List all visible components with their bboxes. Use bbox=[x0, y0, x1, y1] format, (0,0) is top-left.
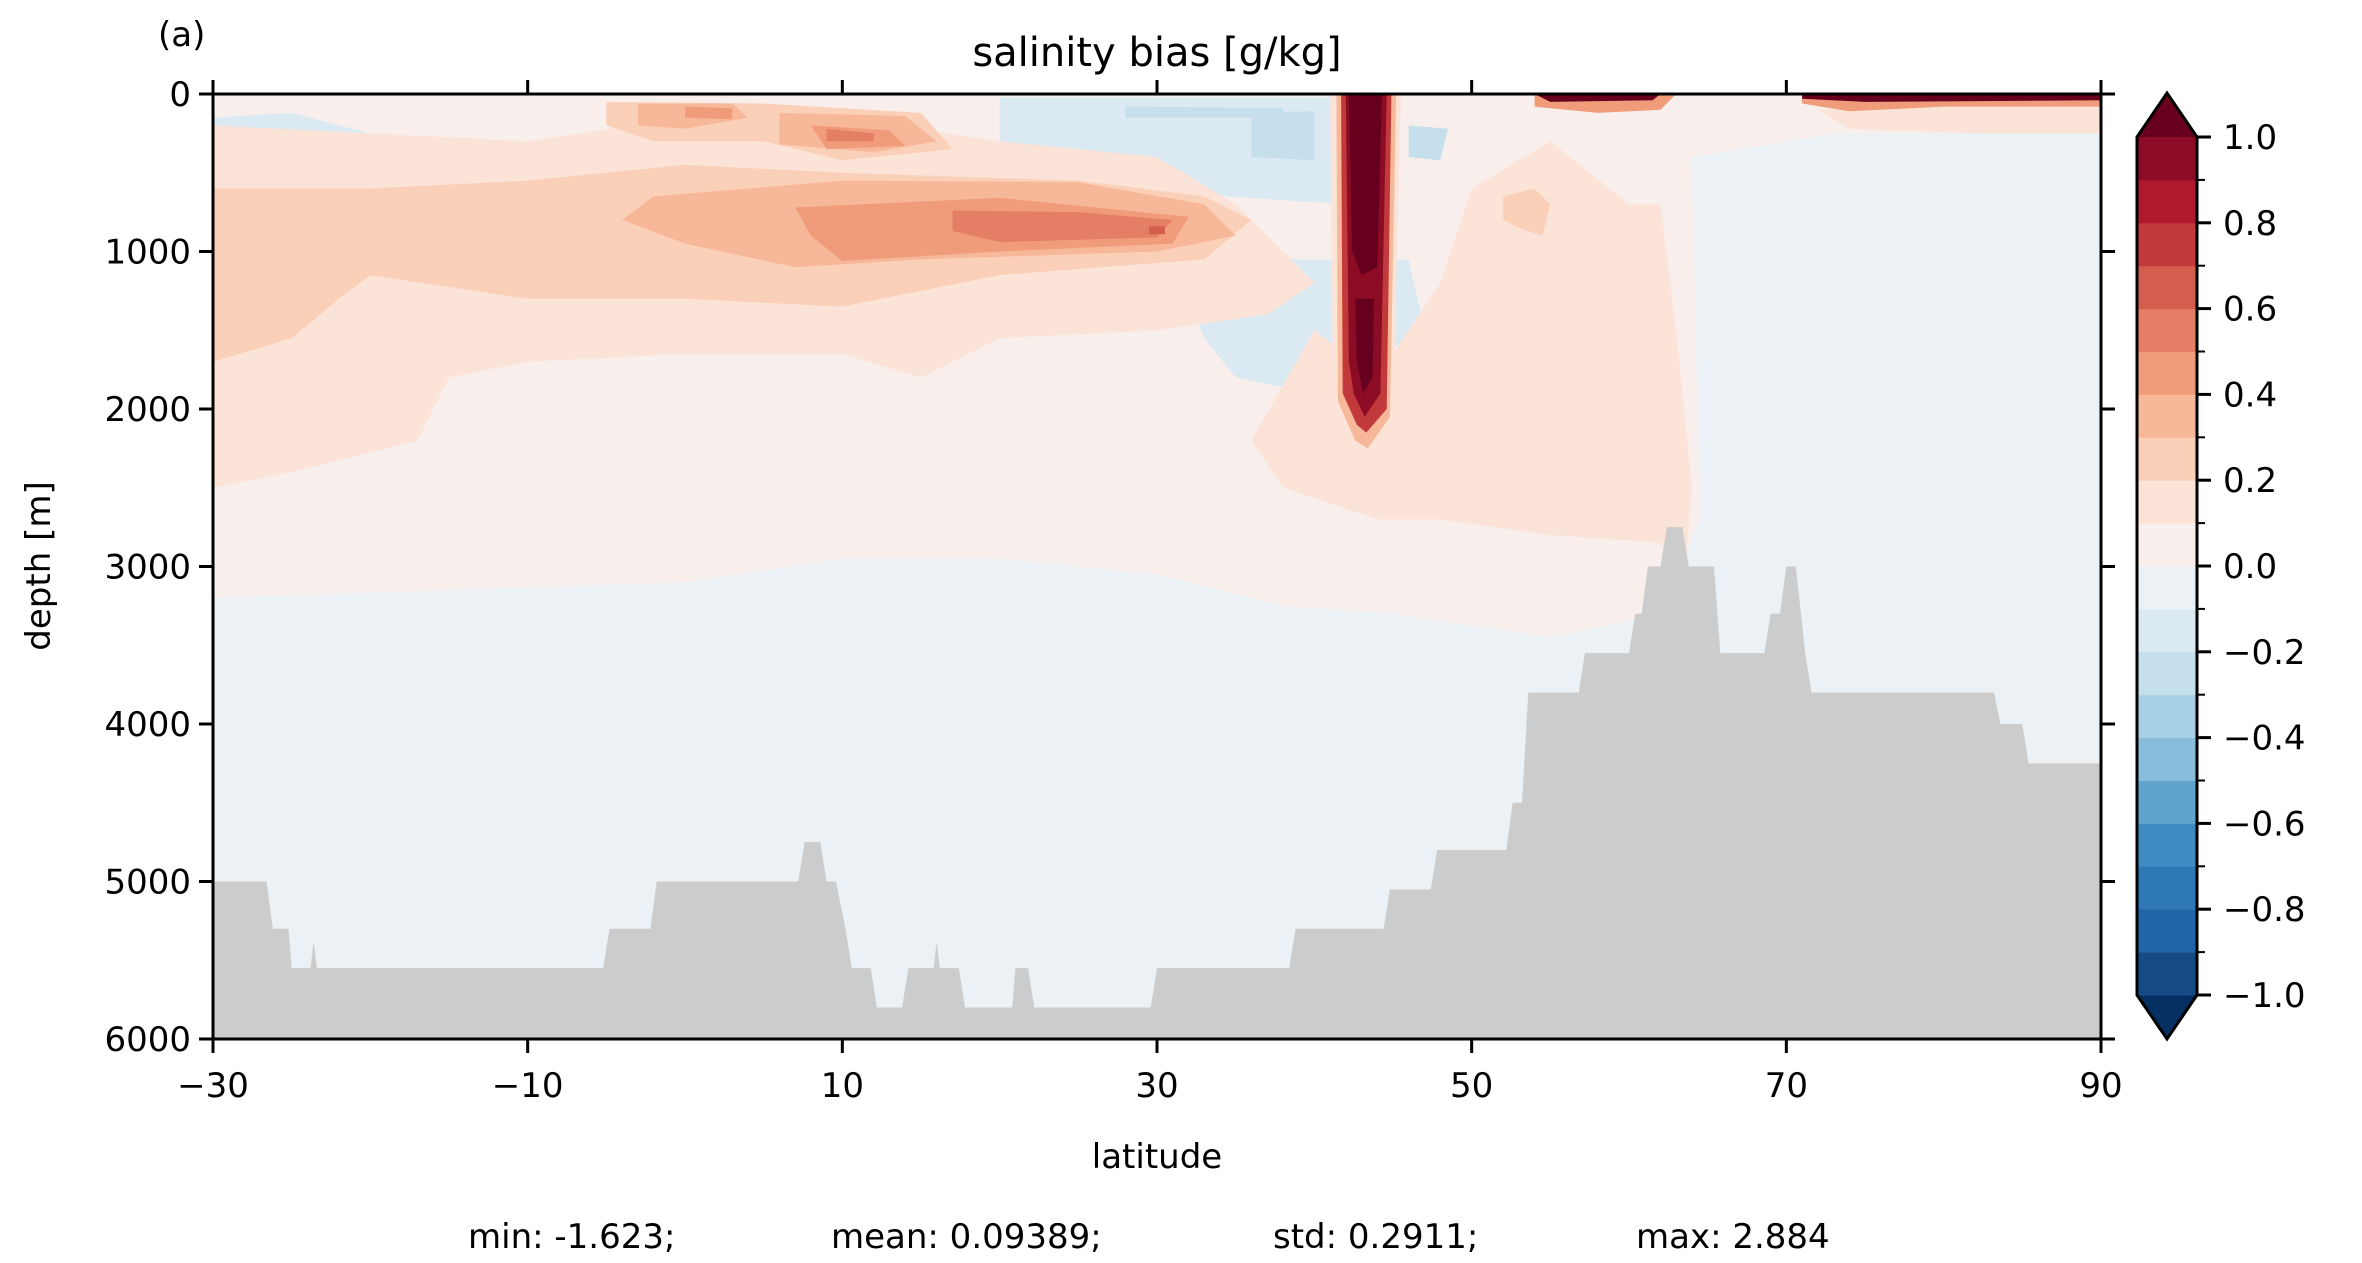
contour-region-4 bbox=[1125, 106, 1283, 118]
colorbar-swatch bbox=[2137, 608, 2197, 653]
contour-region-28 bbox=[1355, 298, 1375, 394]
colorbar-tick-label: −0.6 bbox=[2223, 804, 2306, 844]
y-tick-label: 0 bbox=[169, 75, 191, 115]
colorbar-swatch bbox=[2137, 523, 2197, 567]
colorbar-swatch bbox=[2137, 737, 2197, 781]
x-tick-label: 50 bbox=[1450, 1066, 1493, 1106]
colorbar-swatch bbox=[2137, 480, 2197, 524]
plot-area bbox=[213, 94, 2101, 1039]
x-tick-label: −30 bbox=[177, 1066, 249, 1106]
colorbar-swatch bbox=[2137, 222, 2197, 267]
y-tick-label: 2000 bbox=[104, 390, 191, 430]
x-tick-label: 70 bbox=[1765, 1066, 1808, 1106]
y-tick-label: 1000 bbox=[104, 233, 191, 273]
colorbar-swatch bbox=[2137, 351, 2197, 395]
y-tick-label: 3000 bbox=[104, 548, 191, 588]
colorbar-extend-over bbox=[2137, 93, 2197, 137]
contour-region-5 bbox=[1251, 111, 1315, 161]
x-axis-label: latitude bbox=[1092, 1137, 1222, 1177]
x-axis: −30 −10 10 30 50 70 90 bbox=[177, 80, 2123, 1106]
colorbar-swatch bbox=[2137, 780, 2197, 824]
x-tick-label: 10 bbox=[821, 1066, 864, 1106]
stat-max: max: 2.884 bbox=[1636, 1217, 1830, 1257]
colorbar-swatch bbox=[2137, 394, 2197, 438]
colorbar-swatch bbox=[2137, 265, 2197, 310]
contour-region-20 bbox=[952, 210, 1173, 243]
colorbar-tick-label: 0.6 bbox=[2223, 290, 2277, 330]
contour-region-21 bbox=[826, 128, 874, 142]
colorbar-swatch bbox=[2137, 137, 2197, 181]
colorbar-swatch bbox=[2137, 694, 2197, 739]
contour-region-12 bbox=[1503, 188, 1551, 236]
contour-region-27 bbox=[1348, 94, 1382, 276]
colorbar: 1.0 0.8 0.6 0.4 0.2 0.0 −0.2 −0.4 −0.6 −0.8 −1.0 bbox=[2135, 90, 2306, 1042]
chart-title: salinity bias [g/kg] bbox=[972, 30, 1341, 76]
colorbar-tick-label: 0.4 bbox=[2223, 375, 2277, 415]
colorbar-swatch bbox=[2137, 866, 2197, 910]
x-tick-label: 30 bbox=[1135, 1066, 1178, 1106]
colorbar-tick-label: 0.0 bbox=[2223, 547, 2277, 587]
colorbar-tick-label: −0.4 bbox=[2223, 719, 2306, 759]
y-tick-label: 4000 bbox=[104, 705, 191, 745]
contour-region-9 bbox=[1251, 141, 1692, 583]
contour-region-32 bbox=[1802, 94, 2101, 102]
colorbar-tick-label: 0.8 bbox=[2223, 204, 2277, 244]
colorbar-swatch bbox=[2137, 823, 2197, 867]
colorbar-tick-label: 1.0 bbox=[2223, 118, 2277, 158]
colorbar-swatch bbox=[2137, 308, 2197, 352]
panel-label: (a) bbox=[158, 15, 205, 55]
colorbar-extend-under bbox=[2137, 995, 2197, 1039]
colorbar-swatch bbox=[2137, 179, 2197, 224]
colorbar-tick-label: 0.2 bbox=[2223, 461, 2277, 501]
y-axis: 0 1000 2000 3000 4000 5000 6000 bbox=[104, 75, 2115, 1060]
colorbar-tick-label: −0.8 bbox=[2223, 890, 2306, 930]
stat-std: std: 0.2911; bbox=[1273, 1217, 1478, 1257]
bathymetry-mask bbox=[213, 527, 2101, 1039]
colorbar-swatch bbox=[2137, 651, 2197, 696]
x-tick-label: −10 bbox=[492, 1066, 564, 1106]
colorbar-swatch bbox=[2137, 566, 2197, 610]
colorbar-swatch bbox=[2137, 437, 2197, 481]
colorbar-swatch bbox=[2137, 952, 2197, 996]
colorbar-tick-label: −0.2 bbox=[2223, 633, 2306, 673]
colorbar-swatch bbox=[2137, 909, 2197, 953]
contour-region-30 bbox=[1534, 94, 1661, 102]
stat-min: min: -1.623; bbox=[468, 1217, 675, 1257]
contour-region-10 bbox=[1817, 101, 2101, 134]
stat-mean: mean: 0.09389; bbox=[831, 1217, 1102, 1257]
contour-region-22 bbox=[1149, 226, 1165, 235]
x-tick-label: 90 bbox=[2079, 1066, 2122, 1106]
contour-region-18 bbox=[685, 106, 733, 120]
colorbar-tick-label: −1.0 bbox=[2223, 976, 2306, 1016]
contour-region-6 bbox=[1408, 125, 1449, 161]
y-tick-label: 5000 bbox=[104, 863, 191, 903]
y-tick-label: 6000 bbox=[104, 1020, 191, 1060]
y-axis-label: depth [m] bbox=[19, 481, 59, 650]
